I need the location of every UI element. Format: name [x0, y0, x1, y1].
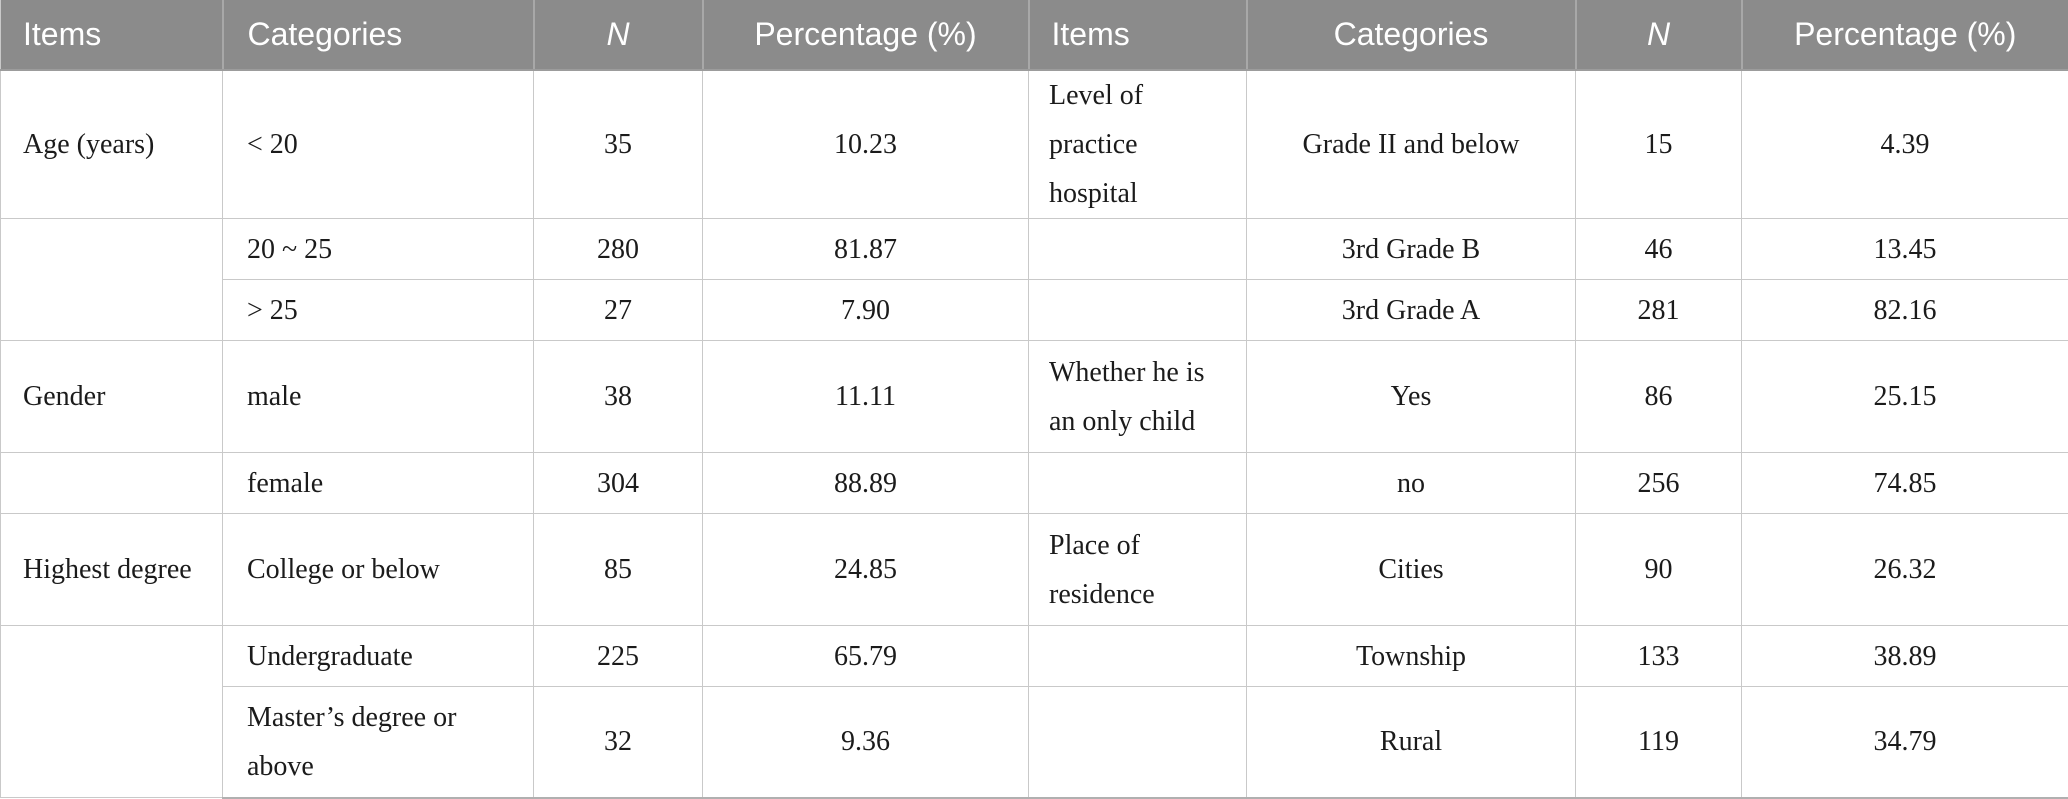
n-cell: 85 — [534, 514, 703, 626]
header-items-left: Items — [1, 0, 223, 70]
item-cell: Whether he is an only child — [1029, 341, 1247, 453]
n-cell: 133 — [1576, 626, 1742, 687]
item-cell: Place of residence — [1029, 514, 1247, 626]
n-cell: 281 — [1576, 280, 1742, 341]
category-cell: College or below — [223, 514, 534, 626]
table-row: Highest degree College or below 85 24.85… — [1, 514, 2068, 626]
percentage-cell: 4.39 — [1742, 70, 2068, 219]
category-cell: Undergraduate — [223, 626, 534, 687]
category-cell: 3rd Grade A — [1247, 280, 1576, 341]
item-cell — [1029, 280, 1247, 341]
n-cell: 280 — [534, 219, 703, 280]
header-items-right: Items — [1029, 0, 1247, 70]
header-percentage-right: Percentage (%) — [1742, 0, 2068, 70]
category-cell: male — [223, 341, 534, 453]
table-row: Age (years) < 20 35 10.23 Level of pract… — [1, 70, 2068, 219]
n-cell: 38 — [534, 341, 703, 453]
item-cell — [1, 453, 223, 514]
percentage-cell: 34.79 — [1742, 687, 2068, 798]
header-n-left: N — [534, 0, 703, 70]
n-cell: 32 — [534, 687, 703, 798]
n-cell: 35 — [534, 70, 703, 219]
item-cell: Level of practice hospital — [1029, 70, 1247, 219]
table-row: Gender male 38 11.11 Whether he is an on… — [1, 341, 2068, 453]
category-cell: Master’s degree or above — [223, 687, 534, 798]
n-cell: 86 — [1576, 341, 1742, 453]
percentage-cell: 10.23 — [703, 70, 1029, 219]
header-n-right: N — [1576, 0, 1742, 70]
percentage-cell: 88.89 — [703, 453, 1029, 514]
n-cell: 27 — [534, 280, 703, 341]
category-cell: Grade II and below — [1247, 70, 1576, 219]
table-row: Master’s degree or above 32 9.36 Rural 1… — [1, 687, 2068, 798]
header-percentage-left: Percentage (%) — [703, 0, 1029, 70]
item-cell — [1029, 453, 1247, 514]
item-cell — [1, 626, 223, 798]
category-cell: female — [223, 453, 534, 514]
percentage-cell: 25.15 — [1742, 341, 2068, 453]
n-cell: 256 — [1576, 453, 1742, 514]
item-cell — [1029, 687, 1247, 798]
table-row: > 25 27 7.90 3rd Grade A 281 82.16 — [1, 280, 2068, 341]
header-categories-right: Categories — [1247, 0, 1576, 70]
percentage-cell: 26.32 — [1742, 514, 2068, 626]
percentage-cell: 38.89 — [1742, 626, 2068, 687]
n-cell: 46 — [1576, 219, 1742, 280]
item-cell — [1, 219, 223, 341]
category-cell: < 20 — [223, 70, 534, 219]
n-cell: 15 — [1576, 70, 1742, 219]
header-row: Items Categories N Percentage (%) Items … — [1, 0, 2068, 70]
category-cell: > 25 — [223, 280, 534, 341]
n-cell: 304 — [534, 453, 703, 514]
percentage-cell: 74.85 — [1742, 453, 2068, 514]
percentage-cell: 81.87 — [703, 219, 1029, 280]
category-cell: 3rd Grade B — [1247, 219, 1576, 280]
n-cell: 119 — [1576, 687, 1742, 798]
category-cell: no — [1247, 453, 1576, 514]
table-row: Undergraduate 225 65.79 Township 133 38.… — [1, 626, 2068, 687]
category-cell: Rural — [1247, 687, 1576, 798]
category-cell: Cities — [1247, 514, 1576, 626]
item-cell — [1029, 219, 1247, 280]
item-cell: Gender — [1, 341, 223, 453]
percentage-cell: 24.85 — [703, 514, 1029, 626]
percentage-cell: 7.90 — [703, 280, 1029, 341]
item-cell: Age (years) — [1, 70, 223, 219]
percentage-cell: 82.16 — [1742, 280, 2068, 341]
n-cell: 225 — [534, 626, 703, 687]
header-categories-left: Categories — [223, 0, 534, 70]
item-cell: Highest degree — [1, 514, 223, 626]
item-cell — [1029, 626, 1247, 687]
percentage-cell: 9.36 — [703, 687, 1029, 798]
category-cell: 20 ~ 25 — [223, 219, 534, 280]
percentage-cell: 11.11 — [703, 341, 1029, 453]
table-row: female 304 88.89 no 256 74.85 — [1, 453, 2068, 514]
percentage-cell: 13.45 — [1742, 219, 2068, 280]
percentage-cell: 65.79 — [703, 626, 1029, 687]
category-cell: Yes — [1247, 341, 1576, 453]
table-row: 20 ~ 25 280 81.87 3rd Grade B 46 13.45 — [1, 219, 2068, 280]
n-cell: 90 — [1576, 514, 1742, 626]
category-cell: Township — [1247, 626, 1576, 687]
